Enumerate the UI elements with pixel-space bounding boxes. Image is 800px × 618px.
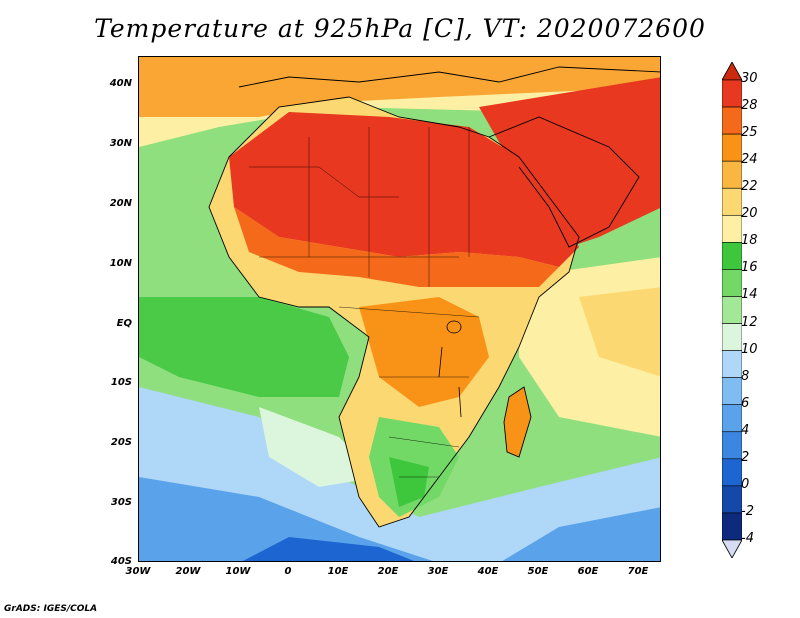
colorbar-segment [722,512,742,541]
colorbar-tick-label: 24 [741,152,758,168]
lat-label: 40S [110,556,132,567]
colorbar-segment [722,133,742,162]
colorbar-segment [722,404,742,433]
footer-credit: GrADS: IGES/COLA [4,604,98,614]
lon-label: 20W [175,566,201,577]
africa-coastline [208,96,580,528]
lat-label: 40N [109,78,132,89]
colorbar-tick-label: 14 [741,287,758,303]
colorbar-tick-label: 6 [741,395,750,411]
field-indian-ocean-warm [579,287,660,377]
lon-label: 50E [527,566,549,577]
lake-tanganyika [438,346,443,378]
temperature-map [138,56,661,562]
colorbar-segment [722,187,742,216]
lat-label: 10S [110,377,132,388]
colorbar-tick-label: 25 [741,125,758,141]
field-south-coldest [242,537,414,561]
country-borders [249,127,480,478]
colorbar-segment [722,242,742,270]
colorbar-segment [722,377,742,406]
colorbar-tick-label: 20 [741,206,758,222]
field-arabia-hot [479,77,660,247]
colorbar-segment [722,214,742,243]
colorbar [722,62,742,558]
field-south-cold-east [502,507,660,561]
field-north-atlantic-warm [139,57,660,117]
field-southern-africa-cool [389,457,429,507]
field-sahara-hot [229,112,579,267]
colorbar-tick-label: 4 [741,422,750,438]
colorbar-segment [722,79,742,108]
colorbar-segment [722,431,742,460]
lat-label: 30N [109,138,132,149]
colorbar-tick-label: 28 [741,98,758,114]
colorbar-bottom-arrow [722,539,742,558]
lake-victoria [446,320,462,334]
colorbar-tick-label: 0 [741,476,750,492]
field-atlantic-green [139,297,349,397]
lat-label: EQ [116,318,132,329]
field-central-africa [359,297,489,407]
colorbar-tick-label: -4 [741,531,754,546]
map-title: Temperature at 925hPa [C], VT: 202007260… [94,14,706,43]
colorbar-segment [722,106,742,135]
lon-label: 30W [125,566,151,577]
colorbar-tick-label: 2 [741,449,750,465]
field-sahara-edge [234,207,559,287]
colorbar-tick-label: 16 [741,260,758,276]
field-south-cold [139,477,433,561]
border-line-1 [249,166,399,198]
lon-label: 10W [225,566,251,577]
lon-label: 70E [627,566,649,577]
lat-label: 30S [110,497,132,508]
colorbar-tick-label: 18 [741,233,758,249]
colorbar-segment [722,269,742,297]
field-sw-pale [259,407,379,487]
colorbar-tick-label: 10 [741,341,758,357]
colorbar-segment [722,323,742,351]
lon-label: 60E [577,566,599,577]
colorbar-tick-label: 12 [741,314,758,330]
colorbar-segment [722,458,742,487]
border-line-9 [388,436,460,448]
lon-label: 10E [327,566,349,577]
lake-malawi [458,386,462,418]
border-line-7 [338,306,480,318]
lon-label: 20E [377,566,399,577]
colorbar-tick-label: 22 [741,179,758,195]
lat-label: 20S [110,437,132,448]
colorbar-tick-label: 30 [741,71,758,86]
lon-label: 30E [427,566,449,577]
colorbar-top-arrow [722,62,742,81]
lon-label: 0 [284,566,292,577]
coastlines [208,66,660,528]
colorbar-segment [722,350,742,378]
colorbar-tick-label: 8 [741,368,750,384]
colorbar-tick-label: -2 [741,503,754,519]
lon-label: 40E [477,566,499,577]
colorbar-segment [722,160,742,189]
arabia-coastline [488,116,640,248]
lat-label: 20N [109,198,132,209]
europe-coastline [238,66,660,88]
lat-label: 10N [109,258,132,269]
madagascar-coastline [503,386,532,458]
colorbar-segment [722,296,742,324]
colorbar-segment [722,485,742,514]
lakes [438,320,462,418]
